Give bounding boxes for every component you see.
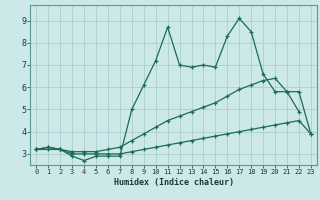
X-axis label: Humidex (Indice chaleur): Humidex (Indice chaleur) [114, 178, 234, 187]
